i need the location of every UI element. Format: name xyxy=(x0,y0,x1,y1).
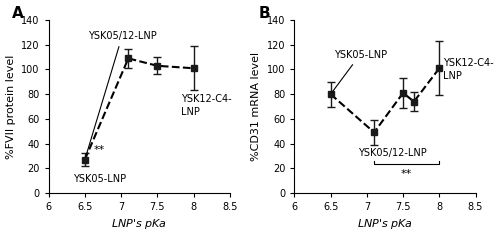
X-axis label: LNP's $pKa$: LNP's $pKa$ xyxy=(357,217,413,232)
Text: A: A xyxy=(12,6,24,21)
Text: YSK05/12-LNP: YSK05/12-LNP xyxy=(358,148,427,159)
Text: YSK05-LNP: YSK05-LNP xyxy=(74,174,126,184)
X-axis label: LNP's $pKa$: LNP's $pKa$ xyxy=(111,217,167,232)
Text: YSK05/12-LNP: YSK05/12-LNP xyxy=(86,31,156,157)
Text: YSK12-C4-
LNP: YSK12-C4- LNP xyxy=(440,58,494,81)
Y-axis label: %CD31 mRNA level: %CD31 mRNA level xyxy=(252,52,262,161)
Text: YSK05-LNP: YSK05-LNP xyxy=(332,50,386,92)
Text: B: B xyxy=(258,6,270,21)
Text: **: ** xyxy=(94,145,105,155)
Text: **: ** xyxy=(401,169,412,179)
Text: YSK12-C4-
LNP: YSK12-C4- LNP xyxy=(181,94,232,117)
Y-axis label: %FVII protein level: %FVII protein level xyxy=(6,54,16,159)
